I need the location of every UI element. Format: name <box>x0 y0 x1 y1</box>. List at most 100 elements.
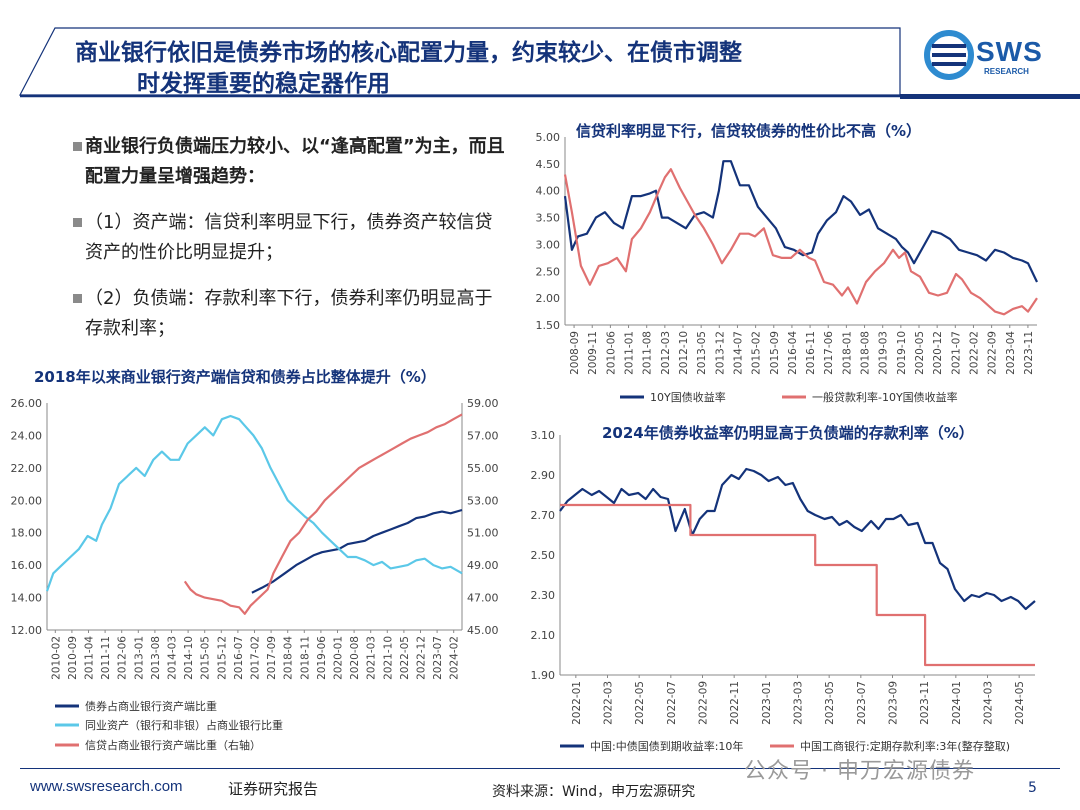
x-tick-label: 2012-03 <box>660 331 672 375</box>
x-tick-label: 2015-12 <box>216 636 228 680</box>
page-title-line1: 商业银行依旧是债券市场的核心配置力量，约束较少、在债市调整 <box>75 40 742 66</box>
footer-report-type: 证券研究报告 <box>228 780 319 798</box>
logo-text: SWS <box>976 36 1043 67</box>
x-tick-label: 2023-09 <box>888 681 900 725</box>
x-tick-label: 2013-05 <box>696 331 708 375</box>
x-tick-label: 2022-05 <box>399 636 411 680</box>
x-tick-label: 2022-11 <box>729 681 741 725</box>
x-tick-label: 2023-03 <box>793 681 805 725</box>
x-tick-label: 2022-07 <box>666 681 678 725</box>
x-tick-label: 2015-09 <box>769 331 781 375</box>
x-tick-label: 2010-06 <box>605 331 617 375</box>
y-tick-label: 16.00 <box>11 559 43 572</box>
y-tick-label: 3.00 <box>536 238 561 251</box>
wechat-watermark: 公众号 · 申万宏源债券 <box>744 759 975 784</box>
bullet-text: （1）资产端：信贷利率明显下行，债券资产较信贷资产的性价比明显提升； <box>85 212 493 263</box>
bullet-text: （2）负债端：存款利率下行，债券利率仍明显高于存款利率； <box>85 288 493 339</box>
x-tick-label: 2020-12 <box>932 331 944 375</box>
y-tick-label: 24.00 <box>11 429 43 442</box>
x-tick-label: 2022-09 <box>698 681 710 725</box>
y2-tick-label: 53.00 <box>467 494 499 507</box>
x-tick-label: 2016-11 <box>805 331 817 375</box>
y2-tick-label: 59.00 <box>467 397 499 410</box>
x-tick-label: 2023-07 <box>432 636 444 680</box>
x-tick-label: 2020-01 <box>333 636 345 680</box>
series-line-2 <box>560 503 1035 667</box>
x-tick-label: 2011-01 <box>624 331 636 375</box>
series-line-3 <box>183 413 463 615</box>
y-tick-label: 3.50 <box>536 212 561 225</box>
chart-title-loan-vs-bond: 信贷利率明显下行，信贷较债券的性价比不高（%） <box>576 122 922 140</box>
x-tick-label: 2017-02 <box>250 636 262 680</box>
sws-logo-icon <box>924 30 974 80</box>
x-tick-label: 2017-06 <box>823 331 835 375</box>
y2-tick-label: 49.00 <box>467 559 499 572</box>
y2-tick-label: 47.00 <box>467 592 499 605</box>
x-tick-label: 2017-09 <box>266 636 278 680</box>
x-tick-label: 2018-04 <box>283 636 295 680</box>
x-tick-label: 2014-10 <box>183 636 195 680</box>
page-title-line2: 时发挥重要的稳定器作用 <box>137 71 390 97</box>
y-tick-label: 1.90 <box>531 669 556 682</box>
footer-divider <box>20 768 1060 769</box>
y-tick-label: 14.00 <box>11 592 43 605</box>
x-tick-label: 2021-03 <box>366 636 378 680</box>
bullet-item-1: 商业银行负债端压力较小、以“逢高配置”为主，而且配置力量呈增强趋势： <box>73 132 505 192</box>
y-tick-label: 5.00 <box>536 131 561 144</box>
y2-tick-label: 57.00 <box>467 429 499 442</box>
x-tick-label: 2022-01 <box>571 681 583 725</box>
x-tick-label: 2015-05 <box>200 636 212 680</box>
bullet-text: 商业银行负债端压力较小、以“逢高配置”为主，而且配置力量呈增强趋势： <box>85 136 505 187</box>
legend-label: 10Y国债收益率 <box>650 390 726 404</box>
series-line-2 <box>563 168 1038 316</box>
x-tick-label: 2021-10 <box>382 636 394 680</box>
y2-tick-label: 45.00 <box>467 624 499 637</box>
y-tick-label: 20.00 <box>11 494 43 507</box>
x-tick-label: 2024-01 <box>951 681 963 725</box>
y-tick-label: 4.50 <box>536 158 561 171</box>
footer-website-link[interactable]: www.swsresearch.com <box>30 778 183 795</box>
bullet-item-2: （1）资产端：信贷利率明显下行，债券资产较信贷资产的性价比明显提升； <box>73 208 505 268</box>
x-tick-label: 2024-03 <box>983 681 995 725</box>
series-line-1 <box>559 467 1036 611</box>
y-tick-label: 3.10 <box>531 429 556 442</box>
x-tick-label: 2011-11 <box>100 636 112 680</box>
legend-label: 一般贷款利率-10Y国债收益率 <box>812 390 958 404</box>
series-line-1 <box>563 160 1038 283</box>
legend-label: 信贷占商业银行资产端比重（右轴） <box>85 738 261 752</box>
x-tick-label: 2022-02 <box>968 331 980 375</box>
x-tick-label: 2019-03 <box>878 331 890 375</box>
y-tick-label: 1.50 <box>536 319 561 332</box>
y-tick-label: 2.50 <box>536 265 561 278</box>
x-tick-label: 2019-10 <box>896 331 908 375</box>
y-tick-label: 2.50 <box>531 549 556 562</box>
x-tick-label: 2023-04 <box>1005 331 1017 375</box>
x-tick-label: 2010-09 <box>67 636 79 680</box>
x-tick-label: 2024-05 <box>1014 681 1026 725</box>
y-tick-label: 2.00 <box>536 292 561 305</box>
page-number: 5 <box>1028 780 1037 796</box>
x-tick-label: 2023-11 <box>919 681 931 725</box>
y-tick-label: 4.00 <box>536 185 561 198</box>
x-tick-label: 2009-11 <box>587 331 599 375</box>
bullet-square-icon <box>73 218 82 227</box>
x-tick-label: 2018-01 <box>841 331 853 375</box>
bullet-item-3: （2）负债端：存款利率下行，债券利率仍明显高于存款利率； <box>73 284 505 344</box>
x-tick-label: 2023-07 <box>856 681 868 725</box>
x-tick-label: 2020-08 <box>349 636 361 680</box>
x-tick-label: 2018-08 <box>860 331 872 375</box>
y-tick-label: 2.70 <box>531 509 556 522</box>
y-tick-label: 22.00 <box>11 462 43 475</box>
x-tick-label: 2020-05 <box>914 331 926 375</box>
x-tick-label: 2016-04 <box>787 331 799 375</box>
x-tick-label: 2022-05 <box>634 681 646 725</box>
x-tick-label: 2016-07 <box>233 636 245 680</box>
x-tick-label: 2023-01 <box>761 681 773 725</box>
page-title: 商业银行依旧是债券市场的核心配置力量，约束较少、在债市调整 时发挥重要的稳定器作… <box>75 38 895 100</box>
x-tick-label: 2013-12 <box>714 331 726 375</box>
x-tick-label: 2021-07 <box>950 331 962 375</box>
x-tick-label: 2011-04 <box>84 636 96 680</box>
x-tick-label: 2008-09 <box>569 331 581 375</box>
x-tick-label: 2013-01 <box>133 636 145 680</box>
y-tick-label: 2.90 <box>531 469 556 482</box>
